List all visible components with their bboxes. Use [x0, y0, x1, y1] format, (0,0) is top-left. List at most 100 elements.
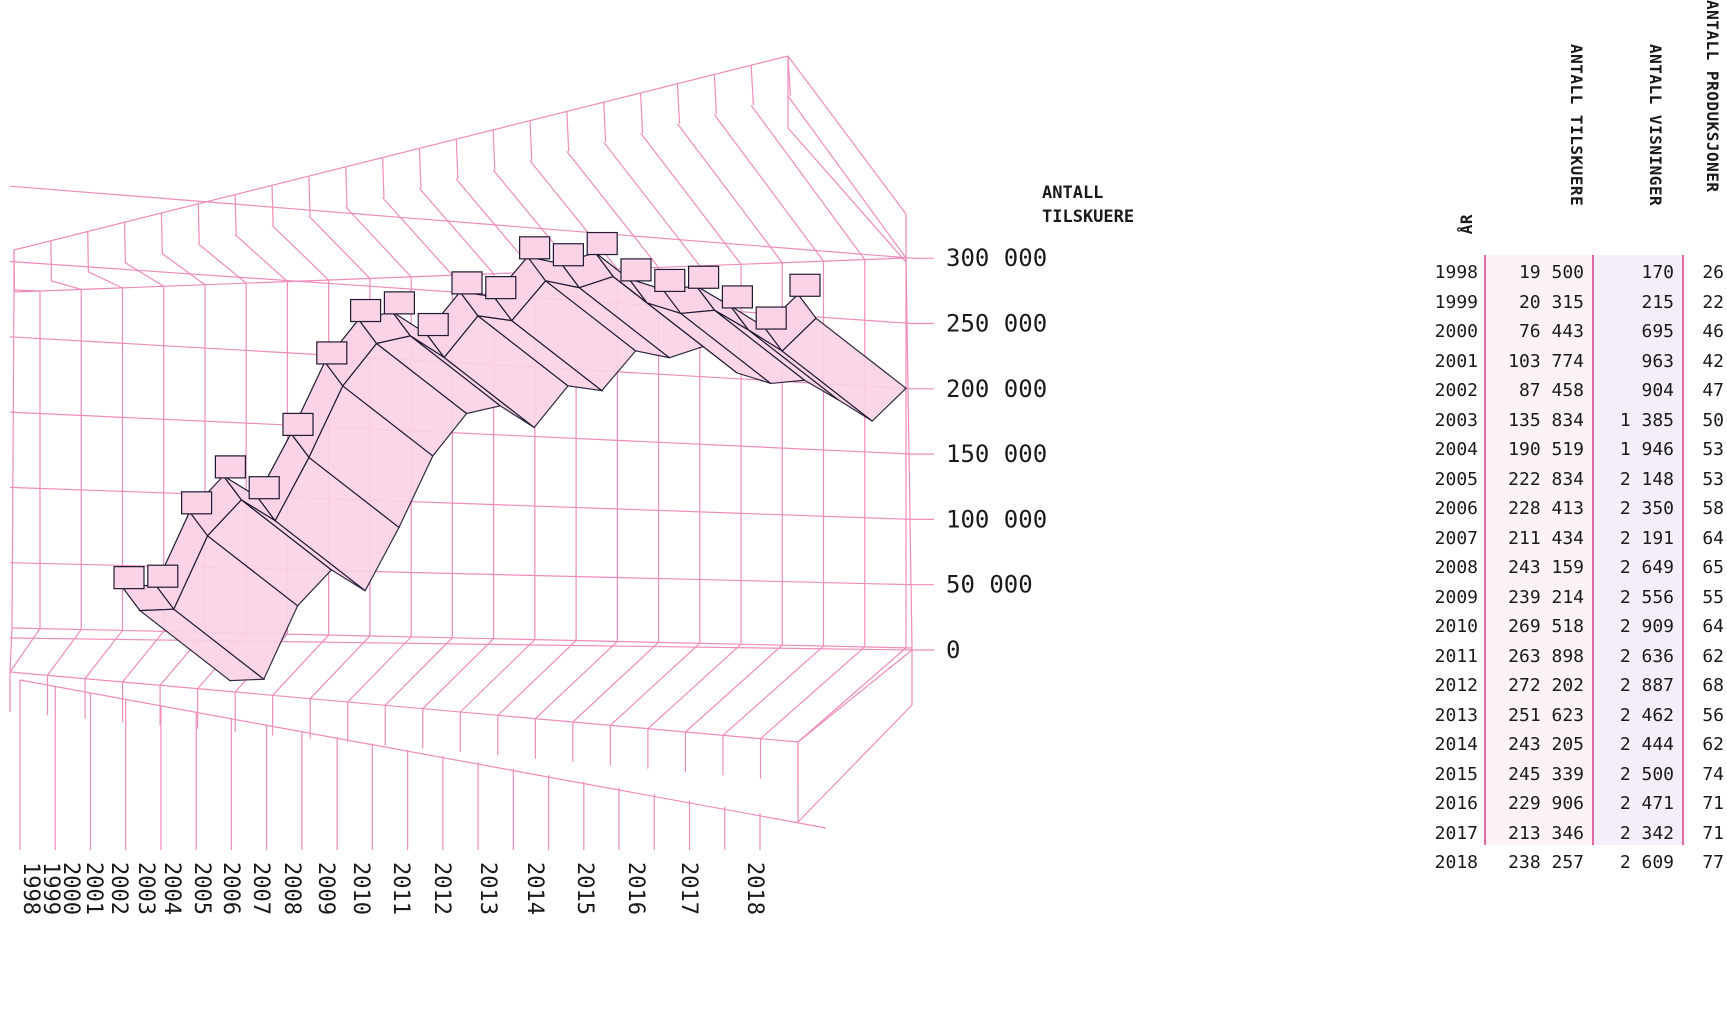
x-tick-label: 2012 [429, 862, 454, 915]
cell-productions: 62 [1702, 734, 1724, 755]
bar-segment-face [781, 317, 907, 422]
grid-roof-vertical [787, 55, 791, 97]
x-tick-label: 2000 [58, 862, 83, 915]
grid-roof-diag [713, 114, 825, 262]
grid-floor-line [760, 646, 866, 740]
grid-floor-line [347, 636, 412, 703]
bar-cap-2012 [586, 231, 618, 256]
grid-floor-line [122, 630, 165, 683]
cell-showings: 2 342 [1619, 822, 1674, 844]
bar-cap-2015 [687, 265, 720, 289]
x-tick-label: 2015 [572, 862, 597, 915]
grid-roof-vertical [713, 74, 718, 115]
bar-cap-2018 [789, 273, 821, 297]
cell-showings: 2 609 [1619, 852, 1674, 873]
grid-roof-vertical [87, 231, 90, 272]
table-row: 2003 135 834 1 385 50 [1410, 406, 1727, 436]
grid-floor-line [572, 641, 659, 723]
x-tick-label: 1999 [38, 862, 63, 915]
x-tick-label: 2001 [81, 862, 106, 915]
bar-cap-2017 [755, 306, 787, 330]
cell-spectators: 229 906 [1508, 793, 1584, 814]
grid-floor-line [685, 644, 783, 733]
cell-productions: 56 [1702, 704, 1724, 726]
cell-productions: 50 [1702, 409, 1724, 431]
grid-roof-diag [603, 141, 701, 267]
x-tick-label: 2009 [313, 862, 338, 915]
grid-floor-line [309, 635, 371, 700]
cell-showings: 215 [1641, 291, 1674, 313]
spectators-column-band [1484, 255, 1594, 845]
grid-roof-vertical [50, 240, 53, 281]
cell-productions: 71 [1702, 793, 1724, 814]
y-axis-ticks: 300 000 250 000 200 000 150 000 100 000 50 00… [946, 244, 1047, 664]
frame-bottom-front [19, 679, 827, 829]
grid-roof-vertical [603, 102, 607, 143]
y-axis-title-line1: ANTALL [1042, 183, 1103, 203]
grid-roof-diag [382, 197, 453, 276]
x-tick-label: 2002 [106, 862, 131, 915]
grid-roof-diag [234, 234, 288, 283]
cell-year: 2016 [1434, 793, 1478, 814]
grid-roof-diag [13, 289, 41, 292]
frame-left-back [11, 291, 15, 629]
cell-year: 2015 [1434, 763, 1478, 785]
grid-floor-line [497, 640, 577, 716]
cell-productions: 64 [1702, 527, 1724, 549]
bar-cap-2008 [451, 271, 483, 295]
cell-productions: 53 [1702, 468, 1724, 490]
grid-floor-line [84, 630, 123, 680]
y-tick-label: 100 000 [946, 505, 1047, 533]
table-row: 2011 263 898 2 636 62 [1410, 642, 1727, 672]
chart-grid [9, 55, 934, 850]
table-row: 2015 245 339 2 500 74 [1410, 760, 1727, 790]
grid-roof-diag [345, 206, 412, 278]
grid-roof-vertical [160, 213, 163, 254]
data-table: ÅR ANTALL TILSKUERE ANTALL VISNINGER ANT… [1410, 0, 1727, 1019]
bar-cap-2005 [350, 298, 382, 323]
x-tick-label: 2014 [522, 862, 547, 915]
header-showings: ANTALL VISNINGER [1646, 44, 1665, 207]
frame-roof-right [787, 55, 907, 215]
cell-showings: 2 462 [1619, 704, 1674, 726]
grid-floor-line [272, 634, 330, 696]
bar-cap-2003 [282, 412, 314, 437]
table-row: 2018 238 257 2 609 77 [1410, 848, 1727, 878]
frame-bottom-diag [797, 704, 913, 823]
grid-roof-vertical [566, 111, 570, 152]
y-axis-title-line2: TILSKUERE [1042, 207, 1134, 227]
cell-spectators: 263 898 [1508, 645, 1584, 667]
cell-spectators: 103 774 [1508, 350, 1584, 372]
table-row: 2010 269 518 2 909 64 [1410, 612, 1727, 642]
grid-roof-diag [787, 95, 907, 259]
cell-showings: 2 148 [1619, 468, 1674, 490]
grid-roof-diag [418, 187, 495, 275]
x-tick-label: 2018 [742, 862, 767, 915]
grid-roof-vertical [345, 166, 348, 207]
table-row: 2016 229 906 2 471 71 [1410, 789, 1727, 819]
cell-showings: 695 [1641, 321, 1674, 342]
cell-spectators: 20 315 [1518, 291, 1584, 313]
x-tick-label: 2005 [189, 862, 214, 915]
table-row: 2014 243 205 2 444 62 [1410, 730, 1727, 760]
table-row: 2004 190 519 1 946 53 [1410, 435, 1727, 465]
cell-showings: 2 887 [1619, 675, 1674, 696]
cell-year: 2005 [1434, 468, 1478, 490]
table-body: 1998 19 500 170 26 1999 20 315 215 22 2000 76 443… [1410, 258, 1727, 878]
cell-year: 2010 [1434, 616, 1478, 637]
x-tick-label: 2007 [248, 862, 273, 915]
showings-column-band [1592, 255, 1684, 845]
x-tick-label: 2006 [218, 862, 243, 915]
x-tick-label: 2013 [475, 862, 500, 915]
bar-cap-1999 [147, 564, 179, 588]
grid-roof-diag [50, 280, 82, 291]
cell-year: 2014 [1434, 734, 1478, 755]
cell-showings: 2 556 [1619, 586, 1674, 608]
cell-productions: 46 [1702, 321, 1724, 342]
grid-floor-line [459, 639, 536, 713]
x-tick-label: 2008 [279, 862, 304, 915]
cell-productions: 26 [1702, 262, 1724, 283]
cell-spectators: 213 346 [1508, 822, 1584, 844]
cell-showings: 170 [1641, 262, 1674, 283]
cell-year: 2009 [1434, 586, 1478, 608]
